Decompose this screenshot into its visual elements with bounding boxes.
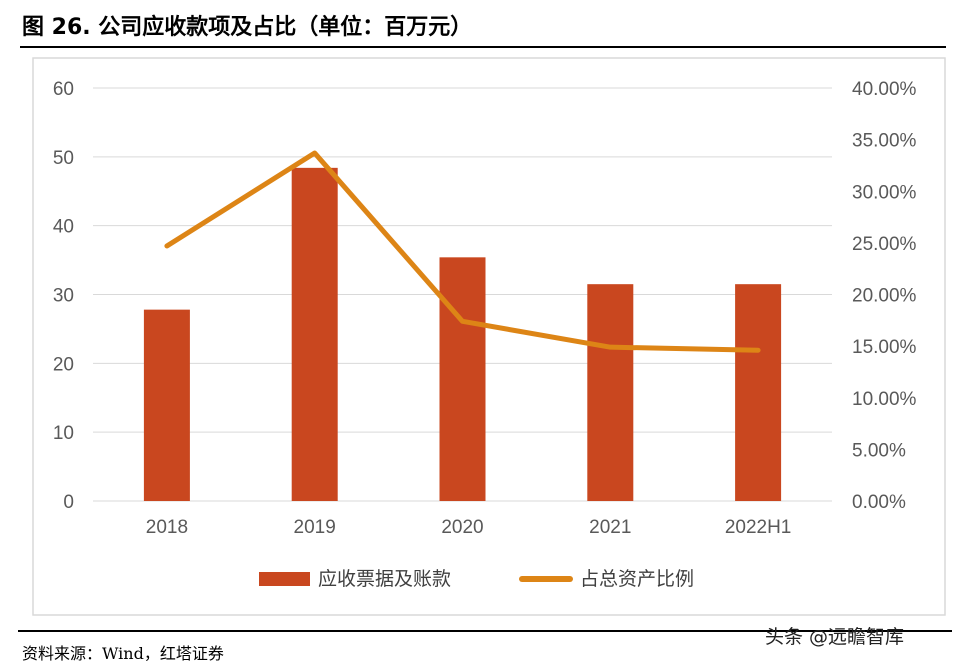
right-tick-label: 15.00% (852, 337, 917, 358)
bar-2019 (291, 167, 338, 501)
figure-title: 图 26. 公司应收款项及占比（单位：百万元） (22, 14, 472, 40)
right-tick-label: 10.00% (852, 389, 917, 410)
source-note: 资料来源：Wind，红塔证券 (22, 644, 224, 663)
right-tick-label: 5.00% (852, 440, 906, 461)
left-tick-label: 40 (53, 217, 74, 238)
right-tick-label: 35.00% (852, 131, 917, 152)
left-tick-label: 60 (53, 79, 74, 100)
right-tick-label: 25.00% (852, 234, 917, 255)
bar-2022H1 (735, 284, 782, 501)
left-tick-label: 20 (53, 354, 74, 375)
legend-bar-swatch (259, 572, 310, 586)
bar-2021 (587, 284, 634, 501)
x-tick-label: 2021 (589, 517, 631, 538)
axis-ticks: 0 10 20 30 40 50 60 0.00% 5.00% 10.00% 15.00% 20.00… (53, 79, 917, 538)
right-tick-label: 20.00% (852, 286, 917, 307)
right-tick-label: 30.00% (852, 182, 917, 203)
bar-2018 (143, 309, 190, 501)
bar-2020 (439, 257, 486, 501)
x-tick-label: 2022H1 (725, 517, 792, 538)
legend-line-label: 占总资产比例 (580, 568, 694, 590)
bars (143, 167, 782, 501)
x-tick-label: 2018 (146, 517, 188, 538)
legend: 应收票据及账款 占总资产比例 (259, 568, 694, 590)
x-tick-label: 2020 (441, 517, 483, 538)
legend-bar-label: 应收票据及账款 (318, 568, 451, 590)
right-tick-label: 40.00% (852, 79, 917, 100)
line-series (164, 150, 761, 353)
left-tick-label: 30 (53, 286, 74, 307)
left-tick-label: 50 (53, 148, 74, 169)
left-tick-label: 0 (63, 492, 74, 513)
x-tick-label: 2019 (294, 517, 336, 538)
right-tick-label: 0.00% (852, 492, 906, 513)
watermark: 头条 @远瞻智库 (765, 626, 904, 648)
left-tick-label: 10 (53, 423, 74, 444)
